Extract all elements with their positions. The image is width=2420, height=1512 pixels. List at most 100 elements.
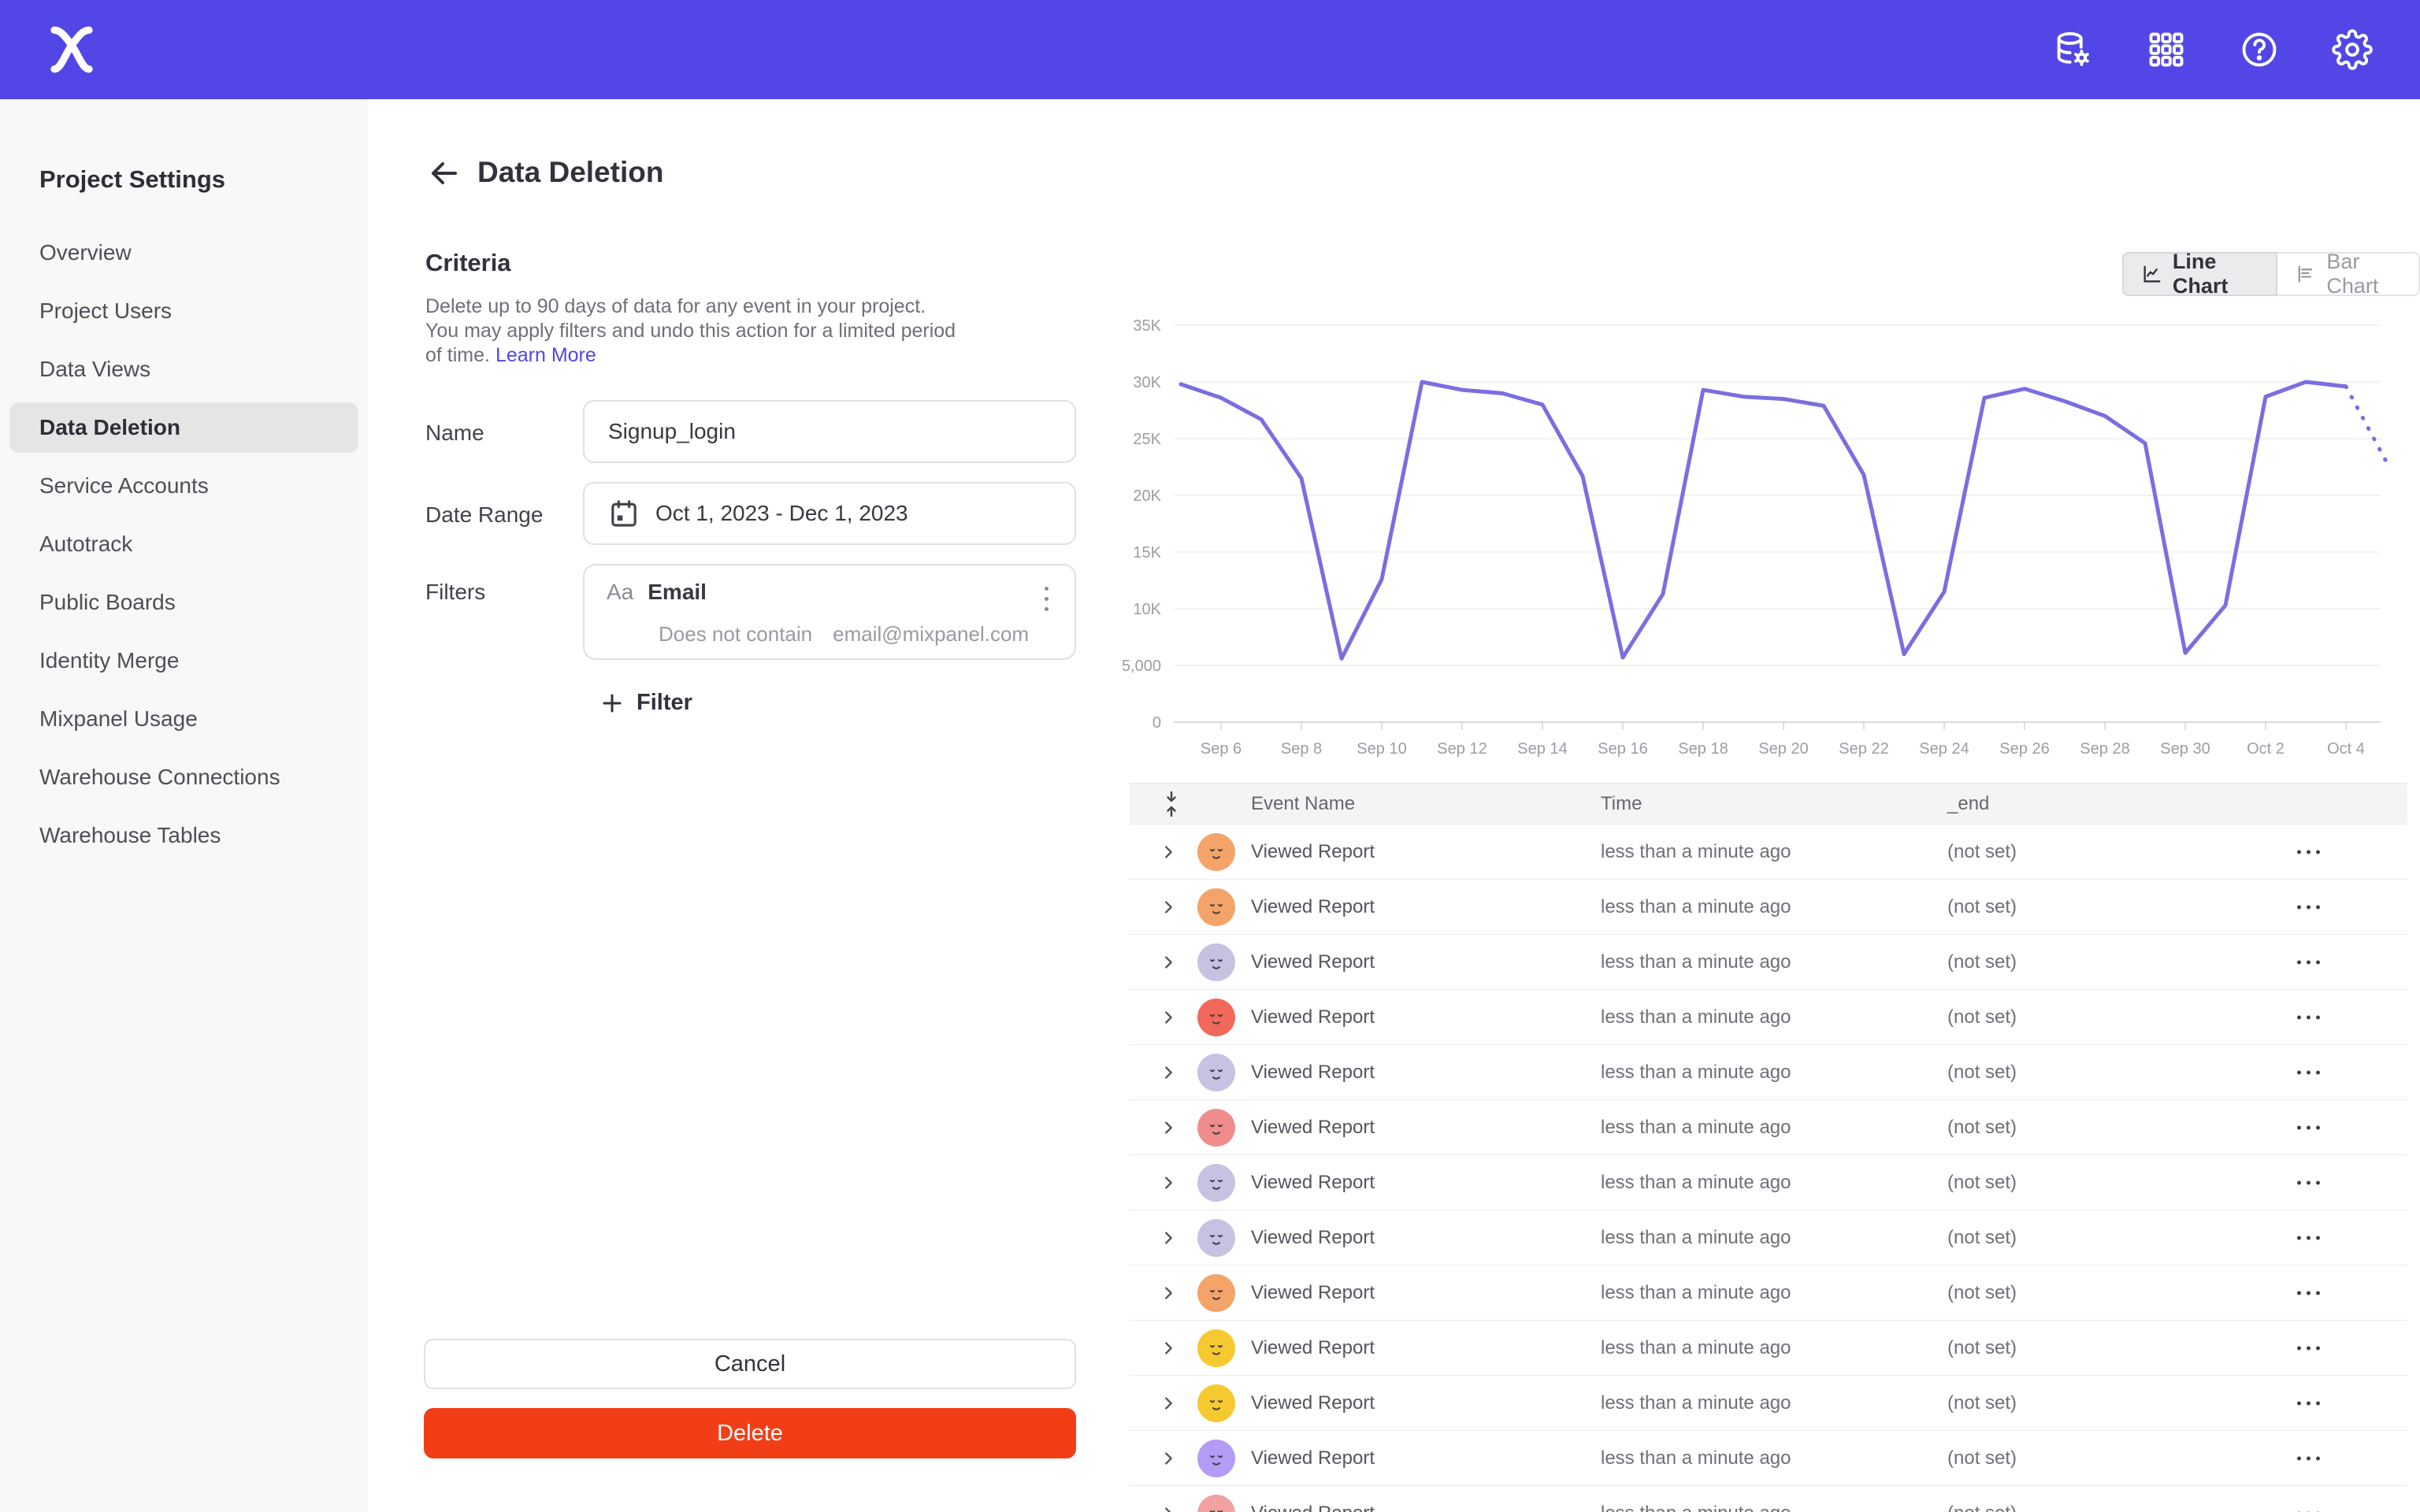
name-input[interactable] bbox=[608, 419, 1051, 444]
sidebar-item-warehouse-tables[interactable]: Warehouse Tables bbox=[39, 823, 221, 847]
expand-row-chevron-icon[interactable] bbox=[1160, 954, 1177, 971]
expand-row-chevron-icon[interactable] bbox=[1160, 1340, 1177, 1357]
sidebar-item-project-users[interactable]: Project Users bbox=[39, 298, 173, 323]
filter-property: Email bbox=[648, 580, 707, 604]
expand-row-chevron-icon[interactable] bbox=[1160, 1064, 1177, 1081]
svg-text:Sep 24: Sep 24 bbox=[1919, 740, 1969, 758]
sidebar: Project Settings Overview Project Users … bbox=[0, 99, 368, 1512]
cell-end: (not set) bbox=[1947, 1006, 2017, 1028]
settings-gear-icon[interactable] bbox=[2332, 29, 2373, 70]
svg-text:Sep 8: Sep 8 bbox=[1281, 740, 1322, 758]
row-actions-kebab-icon[interactable] bbox=[2297, 1291, 2320, 1295]
cell-event-name: Viewed Report bbox=[1251, 1281, 1375, 1303]
help-icon[interactable] bbox=[2239, 29, 2280, 70]
row-actions-kebab-icon[interactable] bbox=[2297, 1456, 2320, 1460]
column-header-event-name[interactable]: Event Name bbox=[1251, 792, 1356, 814]
expand-row-chevron-icon[interactable] bbox=[1160, 1009, 1177, 1026]
mixpanel-logo[interactable] bbox=[46, 24, 98, 76]
delete-button[interactable]: Delete bbox=[424, 1408, 1076, 1458]
sidebar-item-data-views[interactable]: Data Views bbox=[39, 357, 151, 381]
expand-row-chevron-icon[interactable] bbox=[1160, 1174, 1177, 1191]
name-field[interactable] bbox=[583, 400, 1076, 463]
table-row[interactable]: Viewed Report less than a minute ago (no… bbox=[1130, 880, 2407, 935]
line-chart-toggle[interactable]: Line Chart bbox=[2122, 250, 2278, 298]
sidebar-item-service-accounts[interactable]: Service Accounts bbox=[39, 473, 209, 498]
svg-text:Sep 10: Sep 10 bbox=[1357, 740, 1406, 758]
cell-end: (not set) bbox=[1947, 951, 2017, 973]
column-header-time[interactable]: Time bbox=[1601, 792, 1642, 814]
apps-grid-icon[interactable] bbox=[2146, 29, 2187, 70]
table-row[interactable]: Viewed Report less than a minute ago (no… bbox=[1130, 1155, 2407, 1210]
column-header-end[interactable]: _end bbox=[1947, 792, 1990, 814]
filter-value[interactable]: email@mixpanel.com bbox=[833, 622, 1030, 646]
row-actions-kebab-icon[interactable] bbox=[2297, 1180, 2320, 1184]
table-row[interactable]: Viewed Report less than a minute ago (no… bbox=[1130, 825, 2407, 880]
user-avatar bbox=[1197, 1329, 1235, 1367]
filter-operator[interactable]: Does not contain bbox=[659, 622, 813, 646]
table-row[interactable]: Viewed Report less than a minute ago (no… bbox=[1130, 1266, 2407, 1321]
table-row[interactable]: Viewed Report less than a minute ago (no… bbox=[1130, 1431, 2407, 1486]
back-arrow-icon[interactable] bbox=[425, 154, 463, 192]
sidebar-item-warehouse-connections[interactable]: Warehouse Connections bbox=[39, 765, 280, 789]
table-row[interactable]: Viewed Report less than a minute ago (no… bbox=[1130, 1486, 2407, 1512]
events-table: Event Name Time _end Viewed Report less … bbox=[1130, 783, 2407, 1512]
cell-event-name: Viewed Report bbox=[1251, 1116, 1375, 1138]
row-actions-kebab-icon[interactable] bbox=[2297, 1125, 2320, 1129]
user-avatar bbox=[1197, 1384, 1235, 1422]
date-range-field[interactable]: Oct 1, 2023 - Dec 1, 2023 bbox=[583, 482, 1076, 545]
user-avatar bbox=[1197, 1109, 1235, 1147]
expand-row-chevron-icon[interactable] bbox=[1160, 1229, 1177, 1247]
learn-more-link[interactable]: Learn More bbox=[495, 344, 596, 366]
expand-row-chevron-icon[interactable] bbox=[1160, 1284, 1177, 1302]
filter-card[interactable]: Aa Email Does not contain email@mixpanel… bbox=[583, 564, 1076, 660]
expand-row-chevron-icon[interactable] bbox=[1160, 1450, 1177, 1467]
cell-event-name: Viewed Report bbox=[1251, 1447, 1375, 1469]
user-avatar bbox=[1197, 999, 1235, 1036]
table-row[interactable]: Viewed Report less than a minute ago (no… bbox=[1130, 1321, 2407, 1376]
expand-row-chevron-icon[interactable] bbox=[1160, 843, 1177, 861]
calendar-icon bbox=[608, 498, 640, 529]
svg-text:35K: 35K bbox=[1133, 317, 1161, 335]
row-actions-kebab-icon[interactable] bbox=[2297, 1070, 2320, 1074]
add-filter-button[interactable]: Filter bbox=[600, 690, 692, 716]
expand-row-chevron-icon[interactable] bbox=[1160, 1395, 1177, 1412]
sidebar-item-public-boards[interactable]: Public Boards bbox=[39, 590, 176, 614]
row-actions-kebab-icon[interactable] bbox=[2297, 1236, 2320, 1240]
svg-text:Sep 20: Sep 20 bbox=[1758, 740, 1808, 758]
sidebar-item-mixpanel-usage[interactable]: Mixpanel Usage bbox=[39, 706, 198, 731]
row-actions-kebab-icon[interactable] bbox=[2297, 905, 2320, 909]
sidebar-item-autotrack[interactable]: Autotrack bbox=[39, 532, 133, 556]
table-row[interactable]: Viewed Report less than a minute ago (no… bbox=[1130, 1045, 2407, 1100]
expand-row-chevron-icon[interactable] bbox=[1160, 1505, 1177, 1512]
sidebar-item-identity-merge[interactable]: Identity Merge bbox=[39, 648, 180, 673]
row-actions-kebab-icon[interactable] bbox=[2297, 1401, 2320, 1405]
cell-time: less than a minute ago bbox=[1601, 1171, 1791, 1193]
events-line-chart[interactable]: 0 5,000 10K 15K 20K 25K 30K 35K Sep 6 Sep 8 Sep 10… bbox=[1104, 309, 2412, 764]
user-avatar bbox=[1197, 1495, 1235, 1512]
table-row[interactable]: Viewed Report less than a minute ago (no… bbox=[1130, 935, 2407, 990]
expand-row-chevron-icon[interactable] bbox=[1160, 1119, 1177, 1136]
cancel-button[interactable]: Cancel bbox=[424, 1339, 1076, 1389]
svg-text:Sep 22: Sep 22 bbox=[1839, 740, 1888, 758]
cell-time: less than a minute ago bbox=[1601, 1061, 1791, 1083]
sidebar-item-data-deletion[interactable]: Data Deletion bbox=[0, 398, 368, 457]
sidebar-title: Project Settings bbox=[39, 165, 225, 193]
cell-end: (not set) bbox=[1947, 1447, 2017, 1469]
bar-chart-toggle[interactable]: Bar Chart bbox=[2277, 250, 2420, 298]
sort-rows-icon[interactable] bbox=[1161, 791, 1182, 817]
row-actions-kebab-icon[interactable] bbox=[2297, 960, 2320, 964]
expand-row-chevron-icon[interactable] bbox=[1160, 899, 1177, 916]
row-actions-kebab-icon[interactable] bbox=[2297, 1346, 2320, 1350]
filter-kebab-menu-icon[interactable] bbox=[1035, 581, 1057, 616]
cell-time: less than a minute ago bbox=[1601, 895, 1791, 917]
table-row[interactable]: Viewed Report less than a minute ago (no… bbox=[1130, 1210, 2407, 1266]
row-actions-kebab-icon[interactable] bbox=[2297, 1015, 2320, 1019]
row-actions-kebab-icon[interactable] bbox=[2297, 850, 2320, 854]
table-row[interactable]: Viewed Report less than a minute ago (no… bbox=[1130, 1376, 2407, 1431]
sidebar-item-overview[interactable]: Overview bbox=[39, 240, 132, 265]
data-management-icon[interactable] bbox=[2053, 29, 2094, 70]
table-row[interactable]: Viewed Report less than a minute ago (no… bbox=[1130, 1100, 2407, 1155]
table-row[interactable]: Viewed Report less than a minute ago (no… bbox=[1130, 990, 2407, 1045]
cell-event-name: Viewed Report bbox=[1251, 895, 1375, 917]
criteria-description: Delete up to 90 days of data for any eve… bbox=[425, 295, 956, 366]
